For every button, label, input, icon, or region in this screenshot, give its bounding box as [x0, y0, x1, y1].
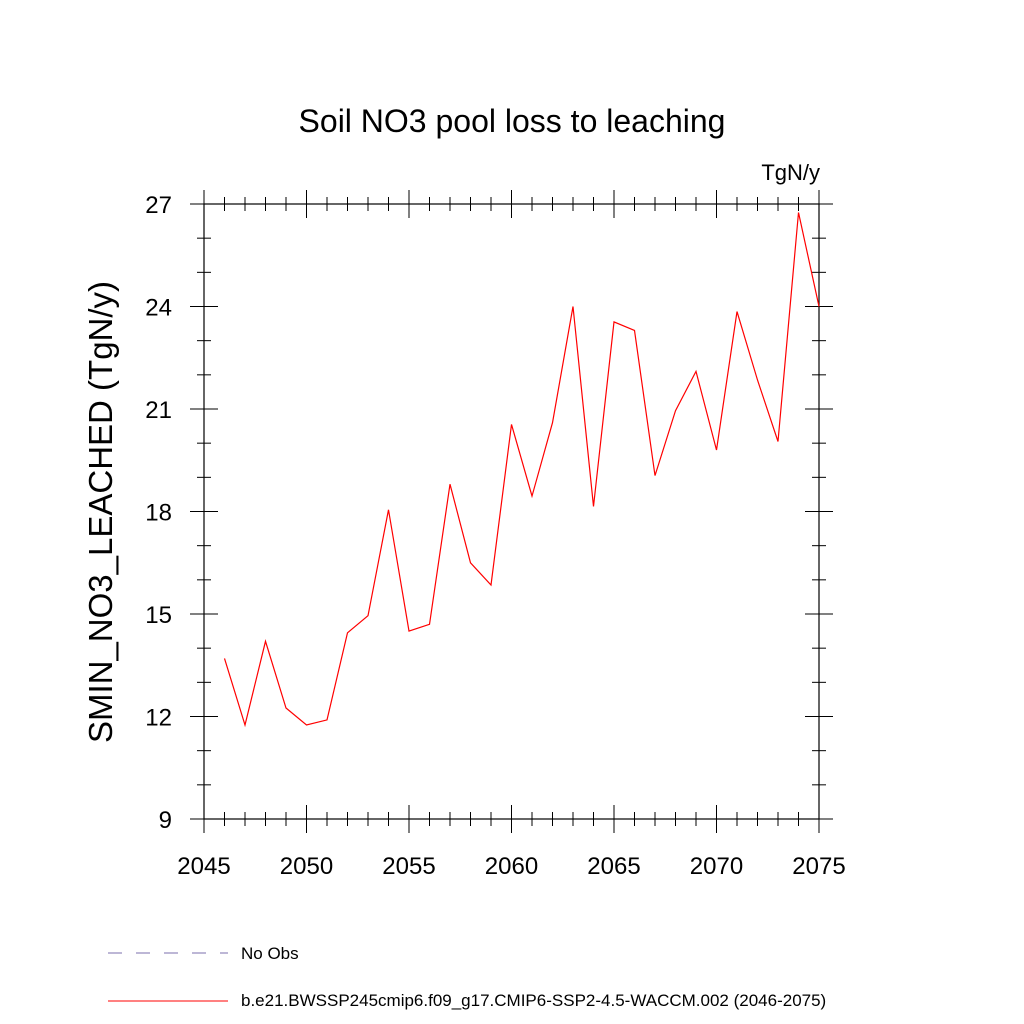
- x-tick-label: 2045: [177, 853, 230, 880]
- x-tick-label: 2050: [280, 853, 333, 880]
- y-tick-label: 21: [145, 397, 172, 424]
- x-tick-label: 2065: [587, 853, 640, 880]
- units-label: TgN/y: [761, 160, 820, 185]
- y-tick-label: 12: [145, 705, 172, 732]
- x-tick-label: 2075: [792, 853, 845, 880]
- x-tick-label: 2070: [690, 853, 743, 880]
- y-tick-label: 27: [145, 192, 172, 219]
- series-group: [223, 212, 820, 728]
- chart-title: Soil NO3 pool loss to leaching: [299, 103, 726, 139]
- legend-series-label: b.e21.BWSSP245cmip6.f09_g17.CMIP6-SSP2-4…: [241, 991, 826, 1010]
- x-tick-label: 2055: [382, 853, 435, 880]
- y-axis-label: SMIN_NO3_LEACHED (TgN/y): [82, 281, 119, 743]
- x-tick-label: 2060: [485, 853, 538, 880]
- plot-frame: [203, 203, 820, 820]
- y-tick-label: 18: [145, 500, 172, 527]
- y-tick-label: 15: [145, 602, 172, 629]
- legend: No Obs b.e21.BWSSP245cmip6.f09_g17.CMIP6…: [108, 944, 826, 1010]
- y-axis-tick-labels: 9 12 15 18 21 24 27: [145, 192, 172, 834]
- x-axis-tick-labels: 2045 2050 2055 2060 2065 2070 2075: [177, 853, 845, 880]
- series-line: [223, 212, 820, 728]
- axis-ticks: [190, 190, 833, 833]
- legend-no-obs-label: No Obs: [241, 944, 299, 963]
- y-tick-label: 9: [159, 807, 172, 834]
- y-tick-label: 24: [145, 295, 172, 322]
